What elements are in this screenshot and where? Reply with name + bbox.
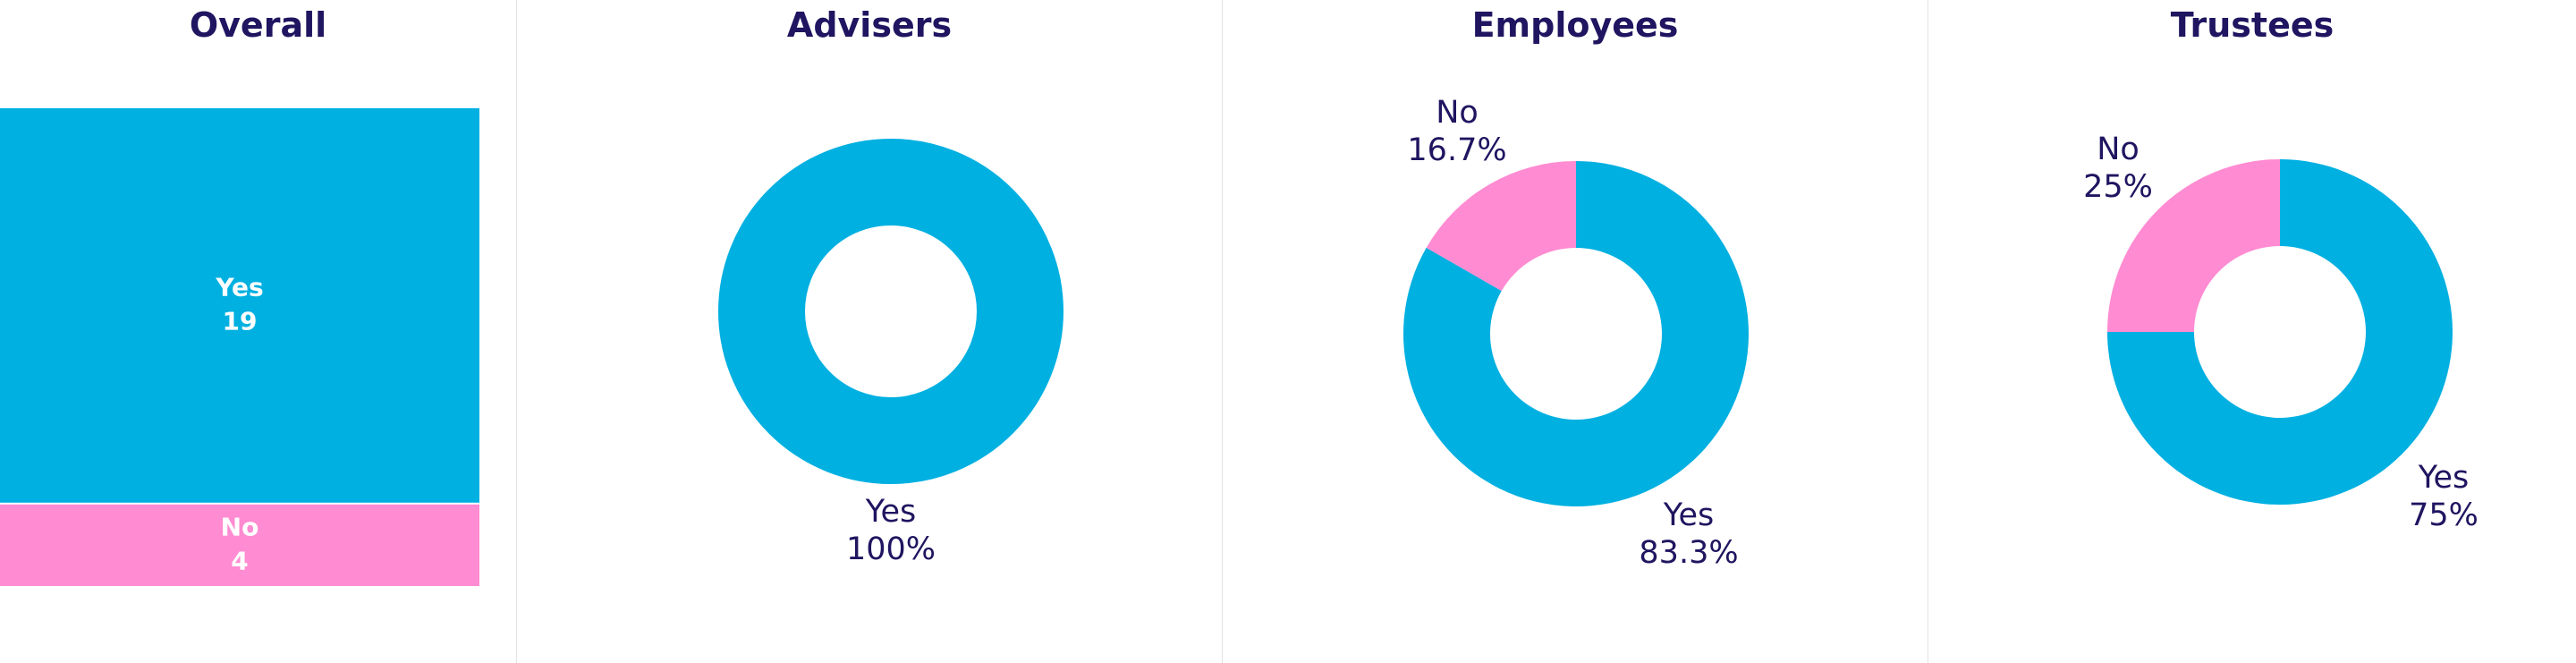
treemap-rect-no [0,504,479,586]
divider-1 [516,0,517,663]
treemap-label-no: No [221,512,259,541]
employees-label-yes: Yes [1663,497,1715,533]
trustees-value-yes: 75% [2409,497,2479,533]
advisers-title: Advisers [786,5,953,45]
advisers-panel: Advisers Yes 100% [517,0,1222,663]
employees-value-yes: 83.3% [1639,535,1738,571]
overall-treemap: Yes 19 No 4 [0,108,479,586]
employees-value-no: 16.7% [1407,132,1506,168]
advisers-label-yes: Yes [865,494,917,530]
trustees-slice-yes [2107,159,2453,505]
employees-title: Employees [1471,5,1679,45]
treemap-value-yes: 19 [223,306,258,336]
treemap-rect-yes [0,108,479,503]
employees-slice-no [1426,161,1576,292]
advisers-value-yes: 100% [846,531,936,567]
divider-2 [1222,0,1223,663]
overall-panel: Overall Yes 19 No 4 [0,0,516,663]
employees-panel: Employees Yes 83.3% No 16.7% [1223,0,1928,663]
treemap-value-no: 4 [231,546,248,575]
employees-label-no: No [1436,95,1479,131]
trustees-slice-no [2107,159,2280,332]
trustees-panel: Trustees Yes 75% No 25% [1928,0,2576,663]
trustees-label-no: No [2097,132,2140,167]
overall-title: Overall [189,5,327,45]
treemap-label-yes: Yes [215,272,263,302]
advisers-slice-yes [718,139,1063,484]
trustees-value-no: 25% [2083,169,2153,205]
trustees-label-yes: Yes [2418,460,2470,496]
employees-slice-yes [1403,161,1749,506]
trustees-title: Trustees [2170,5,2334,45]
